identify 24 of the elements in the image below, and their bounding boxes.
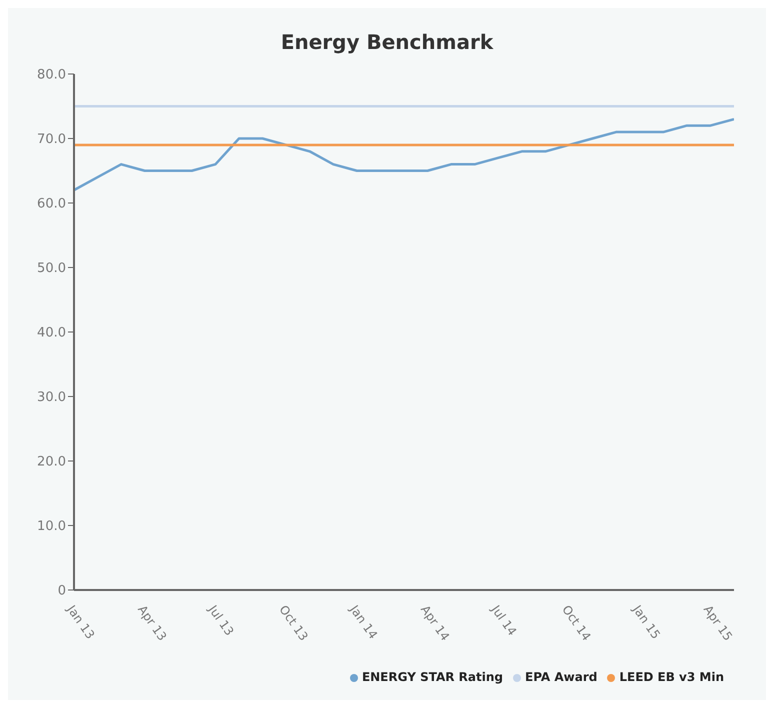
y-tick-label: 60.0 bbox=[37, 196, 66, 212]
y-tick-label: 0 bbox=[58, 584, 66, 599]
line-series bbox=[74, 118, 734, 192]
y-tick-label: 10.0 bbox=[37, 519, 66, 534]
x-tick-label: Apr 14 bbox=[418, 602, 452, 644]
x-tick-label: Oct 13 bbox=[276, 602, 311, 644]
x-tick-label: Oct 14 bbox=[559, 602, 594, 644]
x-tick-label: Jul 13 bbox=[205, 602, 236, 638]
x-tick-label: Jul 14 bbox=[488, 602, 520, 638]
x-tick-label: Jan 14 bbox=[346, 602, 380, 642]
y-tick-label: 50.0 bbox=[37, 261, 66, 276]
y-tick-label: 80.0 bbox=[37, 68, 66, 83]
x-tick-label: Jan 15 bbox=[629, 602, 664, 642]
x-tick-label: Apr 13 bbox=[135, 602, 170, 644]
y-tick-label: 30.0 bbox=[37, 390, 66, 406]
legend-label: EPA Award bbox=[525, 670, 598, 684]
y-tick-label: 40.0 bbox=[37, 326, 66, 341]
x-tick-label: Jan 13 bbox=[64, 602, 98, 642]
legend-label: ENERGY STAR Rating bbox=[362, 670, 503, 684]
x-tick-label: Apr 15 bbox=[700, 602, 736, 644]
chart-title: Energy Benchmark bbox=[280, 29, 494, 54]
y-tick-label: 70.0 bbox=[37, 132, 66, 148]
legend-label: LEED EB v3 Min bbox=[619, 670, 724, 684]
y-tick-label: 20.0 bbox=[37, 454, 66, 470]
